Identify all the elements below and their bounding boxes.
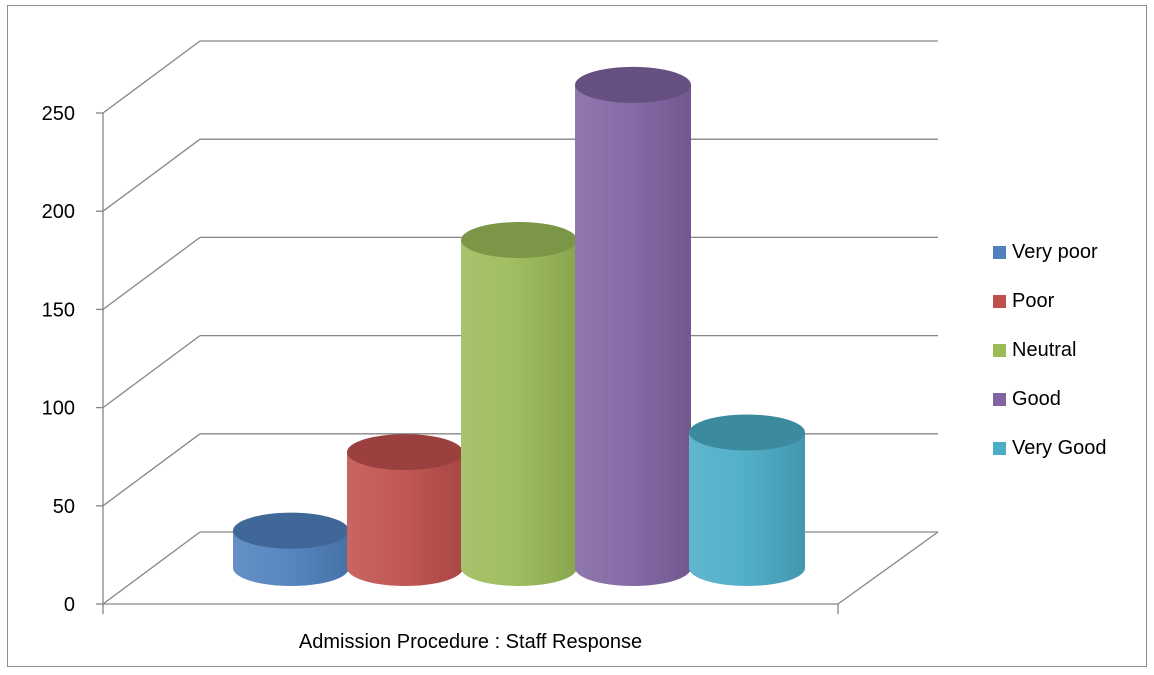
y-tick-label: 200	[42, 201, 75, 223]
y-tick-label: 100	[42, 398, 75, 420]
cylinder-body	[461, 240, 577, 586]
legend-swatch	[993, 442, 1006, 455]
legend-label: Good	[1012, 388, 1061, 410]
bar-very-poor	[233, 512, 349, 586]
y-tick-label: 250	[42, 103, 75, 125]
floor-right-edge	[837, 531, 939, 605]
cylinder-body	[689, 432, 805, 586]
legend-label: Neutral	[1012, 339, 1077, 361]
legend-item: Neutral	[993, 326, 1143, 375]
cylinder-body	[347, 452, 463, 586]
bar-very-good	[689, 414, 805, 586]
legend: Very poor Poor Neutral Good Very Good	[993, 228, 1143, 473]
legend-swatch	[993, 344, 1006, 357]
side-wall-line	[102, 433, 201, 507]
cylinder-top	[233, 512, 349, 549]
side-wall-line	[102, 531, 201, 605]
bar-poor	[347, 434, 463, 586]
y-tick-label: 0	[64, 594, 75, 616]
legend-label: Poor	[1012, 290, 1055, 312]
bar-good	[575, 66, 691, 586]
legend-item: Very Good	[993, 424, 1143, 473]
legend-label: Very poor	[1012, 241, 1098, 263]
side-wall-line	[102, 335, 201, 409]
legend-swatch	[993, 295, 1006, 308]
y-tick-label: 150	[42, 299, 75, 321]
legend-swatch	[993, 393, 1006, 406]
cylinder-top	[575, 66, 691, 103]
cylinder-body	[575, 84, 691, 586]
legend-item: Good	[993, 375, 1143, 424]
legend-label: Very Good	[1012, 437, 1107, 459]
cylinder-top	[461, 222, 577, 259]
x-category-label: Admission Procedure : Staff Response	[299, 631, 642, 653]
legend-swatch	[993, 246, 1006, 259]
legend-item: Very poor	[993, 228, 1143, 277]
bar-neutral	[461, 222, 577, 586]
side-wall-line	[102, 236, 201, 310]
y-tick-label: 50	[53, 496, 75, 518]
legend-item: Poor	[993, 277, 1143, 326]
cylinder-top	[689, 414, 805, 451]
side-wall-line	[102, 138, 201, 212]
cylinder-top	[347, 434, 463, 471]
side-wall-line	[102, 40, 201, 114]
